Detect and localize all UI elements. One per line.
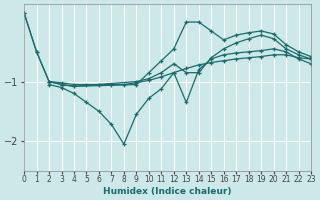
X-axis label: Humidex (Indice chaleur): Humidex (Indice chaleur) xyxy=(103,187,232,196)
